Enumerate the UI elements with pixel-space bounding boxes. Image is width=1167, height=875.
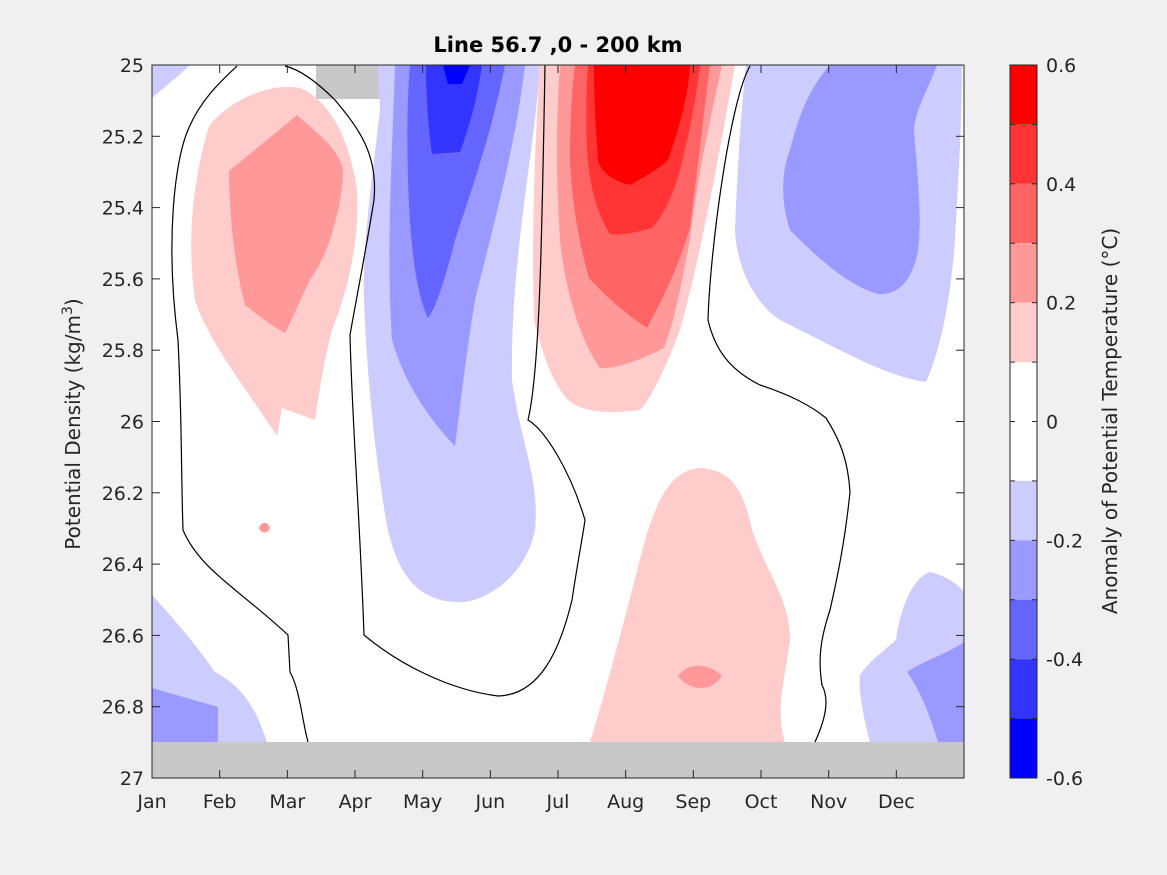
- contour-pos-0.2-sep: [678, 665, 722, 688]
- colorbar-tick-label: 0.2: [1046, 293, 1076, 315]
- y-axis: 25 25.2 25.4 25.6 25.8 26 26.2 26.4 26.6 26.8 27: [102, 55, 964, 790]
- x-tick-label: Feb: [203, 791, 237, 813]
- y-tick-label: 25.4: [102, 198, 144, 220]
- x-tick-label: Jan: [136, 791, 166, 813]
- colorbar-band: [1010, 362, 1037, 422]
- x-tick-label: Jul: [546, 791, 570, 813]
- chart-title: Line 56.7 ,0 - 200 km: [433, 33, 682, 57]
- y-tick-label: 26.4: [102, 554, 144, 576]
- contour-neg-0.2-lowleft: [152, 688, 218, 742]
- colorbar-tick-label: 0.4: [1046, 174, 1076, 196]
- x-tick-label: Oct: [745, 791, 778, 813]
- x-tick-label: Mar: [269, 791, 305, 813]
- contour-pos-0.2-febmar: [229, 115, 344, 333]
- contour-neg-0.4-aprjun: [426, 65, 482, 154]
- colorbar-band: [1010, 183, 1037, 244]
- plot-area: Jan Feb Mar Apr May Jun Jul Aug Sep Oct Nov Dec 252…: [102, 55, 965, 813]
- colorbar-band: [1010, 302, 1037, 363]
- colorbar-band: [1010, 124, 1037, 184]
- x-tick-label: May: [403, 791, 442, 813]
- y-tick-label: 25.6: [102, 269, 144, 291]
- colorbar-band: [1010, 718, 1037, 778]
- x-tick-label: Jun: [474, 791, 505, 813]
- colorbar-band: [1010, 480, 1037, 541]
- zero-contour-left-2: [284, 64, 586, 697]
- colorbar-band: [1010, 421, 1037, 481]
- x-tick-label: Nov: [810, 791, 847, 813]
- y-tick-label: 25: [120, 55, 144, 77]
- colorbar-band: [1010, 659, 1037, 719]
- colorbar-band: [1010, 243, 1037, 303]
- contour-neg-0.2-octdec: [783, 65, 937, 295]
- contour-neg-0.2-lowright: [907, 642, 964, 742]
- y-axis-label: Potential Density (kg/m3): [60, 298, 85, 549]
- x-axis: Jan Feb Mar Apr May Jun Jul Aug Sep Oct Nov Dec: [136, 65, 915, 813]
- colorbar-tick-label: -0.2: [1046, 530, 1083, 552]
- contour-fills: [152, 65, 964, 778]
- zero-contour-right: [707, 65, 851, 743]
- y-tick-label: 26.8: [102, 697, 144, 719]
- contour-pos-0.5-julaug: [594, 65, 690, 185]
- y-tick-label: 25.2: [102, 126, 144, 148]
- contour-pos-0.1-sep: [590, 468, 790, 742]
- x-tick-label: Sep: [675, 791, 711, 813]
- colorbar-tick-label: -0.6: [1046, 768, 1083, 790]
- contour-neg-0.5-aprjun: [443, 65, 470, 84]
- colorbar-band: [1010, 540, 1037, 600]
- colorbar: 0.6 0.4 0.2 0 -0.2 -0.4 -0.6 Anomaly of Potent…: [1009, 55, 1122, 790]
- y-tick-label: 27: [120, 768, 144, 790]
- colorbar-label: Anomaly of Potential Temperature (°C): [1098, 228, 1122, 614]
- zero-contour-left-1: [171, 65, 309, 743]
- y-tick-label: 26: [120, 412, 144, 434]
- x-tick-label: Apr: [339, 791, 372, 813]
- colorbar-band: [1010, 65, 1037, 125]
- y-tick-label: 25.8: [102, 340, 144, 362]
- colorbar-bands: [1010, 65, 1037, 778]
- colorbar-ticks: 0.6 0.4 0.2 0 -0.2 -0.4 -0.6: [1010, 55, 1083, 790]
- colorbar-tick-label: -0.4: [1046, 649, 1083, 671]
- colorbar-band: [1010, 599, 1037, 660]
- x-tick-label: Dec: [878, 791, 915, 813]
- colorbar-tick-label: 0.6: [1046, 55, 1076, 77]
- zero-contour-lines: [171, 64, 851, 743]
- contour-pos-0.2-dot: [259, 522, 270, 533]
- colorbar-tick-label: 0: [1046, 412, 1058, 434]
- y-tick-label: 26.6: [102, 625, 144, 647]
- contour-neg-0.2-topleft: [152, 65, 190, 98]
- x-tick-label: Aug: [607, 791, 644, 813]
- y-tick-label: 26.2: [102, 483, 144, 505]
